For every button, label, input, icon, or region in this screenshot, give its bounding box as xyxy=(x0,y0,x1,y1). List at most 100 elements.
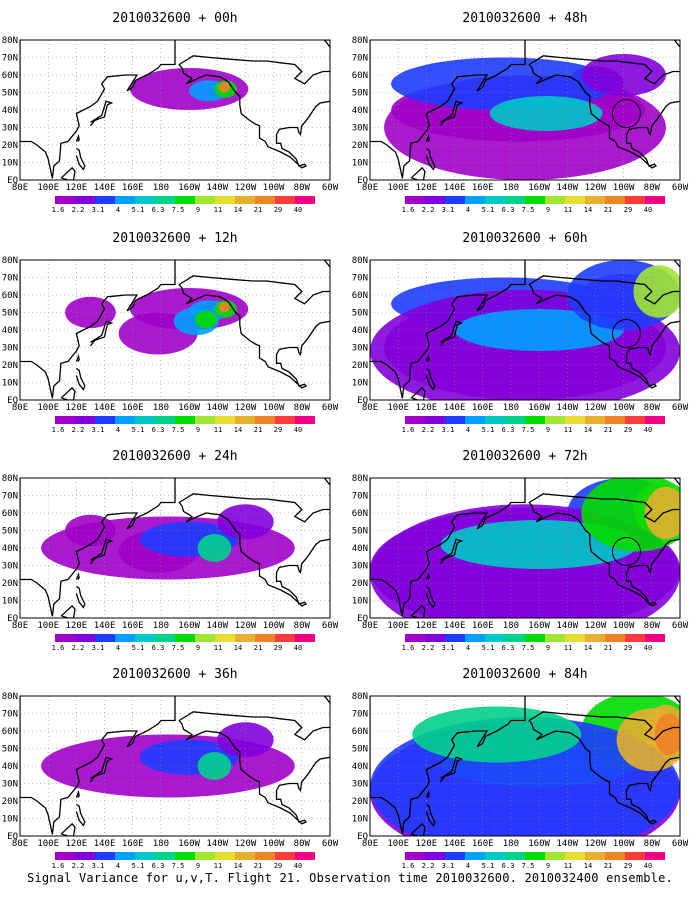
x-tick-label: 120E xyxy=(416,403,438,413)
coastline xyxy=(425,367,436,391)
coastline xyxy=(323,478,330,486)
colorbar-level-label: 3.1 xyxy=(442,206,455,214)
x-tick-label: 180 xyxy=(153,183,169,193)
colorbar-level-label: 6.3 xyxy=(152,862,165,870)
colorbar-level-label: 3.1 xyxy=(442,862,455,870)
colorbar-swatch xyxy=(445,634,465,642)
colorbar-level-label: 40 xyxy=(644,206,652,214)
colorbar-level-label: 2.2 xyxy=(422,426,435,434)
colorbar-swatch xyxy=(175,634,195,642)
x-tick-label: 160E xyxy=(472,183,494,193)
variance-contour xyxy=(194,310,218,329)
colorbar-level-label: 1.6 xyxy=(402,644,415,652)
colorbar-level-label: 21 xyxy=(604,206,612,214)
coastline xyxy=(89,320,114,347)
coastline xyxy=(75,790,80,798)
coastline xyxy=(75,572,80,580)
coastline xyxy=(323,260,330,268)
x-tick-label: 160E xyxy=(122,621,144,631)
colorbar-swatch xyxy=(625,852,645,860)
x-tick-label: 120E xyxy=(66,403,88,413)
y-tick-label: 30N xyxy=(2,344,18,354)
coastline xyxy=(89,756,114,783)
colorbar-level-label: 4 xyxy=(466,426,470,434)
colorbar-level-label: 5.1 xyxy=(482,644,495,652)
colorbar-swatch xyxy=(155,196,175,204)
colorbar-level-label: 14 xyxy=(234,862,242,870)
panel-title: 2010032600 + 00h xyxy=(112,11,237,26)
colorbar-swatch xyxy=(525,852,545,860)
x-tick-label: 140E xyxy=(444,839,466,849)
colorbar-level-label: 14 xyxy=(234,206,242,214)
colorbar-level-label: 5.1 xyxy=(132,206,145,214)
coastline xyxy=(75,354,80,362)
colorbar-level-label: 4 xyxy=(116,862,120,870)
colorbar-level-label: 11 xyxy=(214,862,222,870)
colorbar-level-label: 4 xyxy=(116,206,120,214)
colorbar-swatch xyxy=(215,852,235,860)
colorbar-swatch xyxy=(155,634,175,642)
colorbar-level-label: 11 xyxy=(214,426,222,434)
panel-frame xyxy=(369,477,681,619)
x-tick-label: 140W xyxy=(556,621,578,631)
coastline xyxy=(528,275,680,389)
y-tick-label: 70N xyxy=(352,710,368,720)
colorbar-level-label: 5.1 xyxy=(132,862,145,870)
variance-contour xyxy=(633,265,680,318)
colorbar-swatch xyxy=(135,196,155,204)
x-tick-label: 100E xyxy=(387,839,409,849)
colorbar-level-label: 5.1 xyxy=(132,644,145,652)
colorbar-level-label: 21 xyxy=(254,206,262,214)
x-tick-label: 140W xyxy=(556,403,578,413)
colorbar-level-label: 7.5 xyxy=(172,206,185,214)
x-tick-label: 120W xyxy=(585,621,607,631)
y-tick-label: 10N xyxy=(2,379,18,389)
x-tick-label: 100E xyxy=(37,839,59,849)
colorbar-level-label: 11 xyxy=(564,206,572,214)
coastline xyxy=(370,696,526,835)
y-tick-label: 40N xyxy=(352,762,368,772)
y-tick-label: 50N xyxy=(352,89,368,99)
y-tick-label: 70N xyxy=(2,54,18,64)
y-tick-label: 20N xyxy=(2,797,18,807)
x-tick-label: 160W xyxy=(528,183,550,193)
colorbar-swatch xyxy=(235,634,255,642)
y-tick-label: 20N xyxy=(2,579,18,589)
colorbar-swatch xyxy=(175,196,195,204)
x-tick-label: 120W xyxy=(235,183,257,193)
colorbar-swatch xyxy=(585,416,605,424)
panel-title: 2010032600 + 24h xyxy=(112,449,237,464)
colorbar-level-label: 3.1 xyxy=(92,644,105,652)
colorbar-swatch xyxy=(425,852,445,860)
colorbar-level-label: 1.6 xyxy=(52,206,65,214)
colorbar-swatch xyxy=(605,416,625,424)
colorbar-level-label: 1.6 xyxy=(52,426,65,434)
x-tick-label: 80E xyxy=(362,621,378,631)
colorbar-level-label: 1.6 xyxy=(402,426,415,434)
x-tick-label: 180 xyxy=(153,403,169,413)
colorbar-swatch xyxy=(275,416,295,424)
variance-contour xyxy=(489,96,603,131)
y-tick-label: 40N xyxy=(2,544,18,554)
colorbar-level-label: 2.2 xyxy=(422,862,435,870)
y-tick-label: 60N xyxy=(2,727,18,737)
coastline xyxy=(75,585,86,609)
x-tick-label: 80W xyxy=(294,839,311,849)
colorbar-swatch xyxy=(95,196,115,204)
y-tick-label: EQ xyxy=(357,396,368,406)
colorbar-level-label: 11 xyxy=(564,862,572,870)
y-tick-label: 80N xyxy=(352,36,368,46)
y-tick-label: 80N xyxy=(2,256,18,266)
colorbar-swatch xyxy=(295,634,315,642)
coastlines xyxy=(370,478,680,618)
colorbar-swatch xyxy=(505,416,525,424)
colorbar-swatch xyxy=(75,196,95,204)
x-tick-label: 160W xyxy=(528,403,550,413)
map-panel-7: 2010032600 + 36h 80E 100E 120E 140E 160E 180 16… xyxy=(2,667,339,870)
y-tick-label: 60N xyxy=(352,727,368,737)
variance-contour xyxy=(454,309,624,351)
x-tick-label: 60W xyxy=(322,183,339,193)
x-tick-label: 160W xyxy=(178,183,200,193)
y-tick-label: 80N xyxy=(352,692,368,702)
colorbar-level-label: 21 xyxy=(604,426,612,434)
